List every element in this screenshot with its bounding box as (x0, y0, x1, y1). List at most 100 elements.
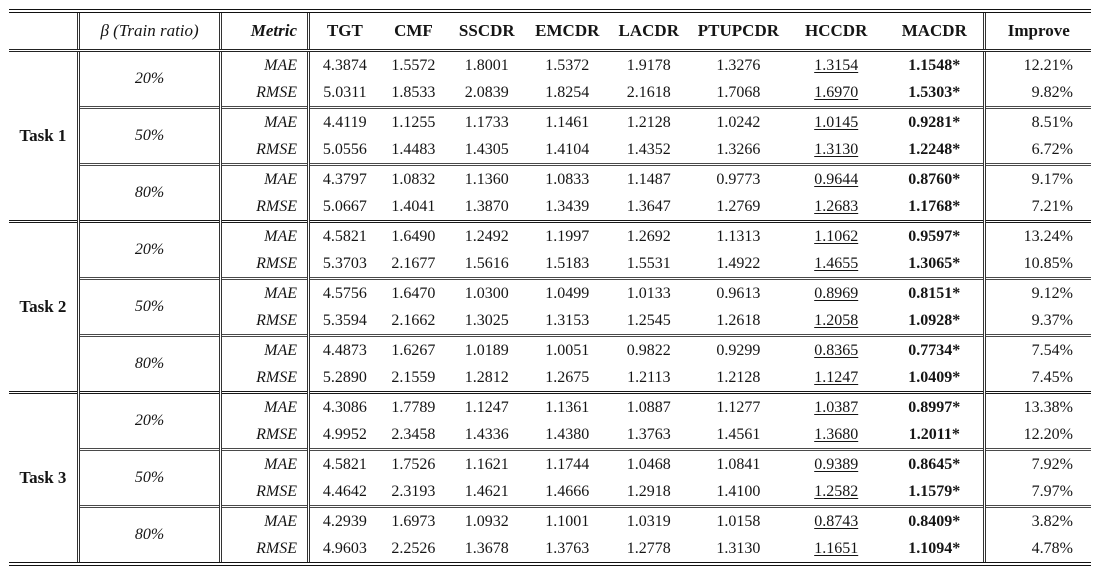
header-method-macdr: MACDR (885, 11, 985, 52)
value-cell-sscdr: 1.4305 (464, 140, 509, 158)
value-cell-cmf: 2.1662 (391, 311, 436, 329)
table-row: RMSE 5.0311 1.8533 2.0839 1.8254 2.1618 1.7068… (9, 79, 1091, 108)
value-cell-lacdr: 1.0468 (608, 448, 690, 478)
train-ratio-cell: 80% (76, 334, 221, 393)
value-cell-sscdr: 1.1621 (447, 448, 527, 478)
value-cell-ptupcdr: 1.2769 (716, 197, 761, 215)
value-cell-hccdr: 1.0145 (787, 106, 886, 136)
value-cell-cmf: 1.6470 (379, 277, 448, 307)
value-cell-cmf: 1.8533 (391, 83, 436, 101)
improve-cell: 9.82% (983, 79, 1091, 108)
value-cell-macdr: 0.8760* (885, 163, 985, 193)
metric-cell: MAE (219, 391, 309, 421)
value-cell-ptupcdr: 1.1277 (689, 391, 788, 421)
value-cell-ptupcdr: 1.3266 (716, 140, 761, 158)
task-cell: Task 3 (9, 391, 79, 564)
header-task (9, 11, 79, 52)
table-row: RMSE 5.0667 1.4041 1.3870 1.3439 1.3647 1.2769… (9, 193, 1091, 222)
value-cell-tgt: 4.9952 (306, 421, 380, 450)
value-cell-hccdr: 1.3154 (814, 56, 859, 74)
value-cell-ptupcdr: 1.4561 (716, 425, 761, 443)
value-cell-hccdr: 0.8365 (787, 334, 886, 364)
improve-cell: 12.20% (983, 421, 1091, 450)
value-cell-cmf: 2.3458 (391, 425, 436, 443)
train-ratio-cell: 20% (76, 220, 221, 279)
table-row: 50% MAE 4.4119 1.1255 1.1733 1.1461 1.2128 1.02… (9, 106, 1091, 165)
train-ratio-cell: 50% (76, 448, 221, 507)
value-cell-lacdr: 1.4352 (626, 140, 671, 158)
value-cell-sscdr: 1.1733 (447, 106, 527, 136)
value-cell-emcdr: 1.3439 (545, 197, 590, 215)
header-method-cmf: CMF (379, 11, 448, 52)
metric-cell: MAE (219, 448, 309, 478)
value-cell-macdr: 1.1579* (908, 482, 961, 500)
value-cell-lacdr: 2.1618 (626, 83, 671, 101)
value-cell-tgt: 4.3797 (306, 163, 380, 193)
table-body: Task 1 20% MAE 4.3874 1.5572 1.8001 1.5372 1.91… (9, 50, 1091, 564)
improve-cell: 7.21% (983, 193, 1091, 222)
value-cell-sscdr: 1.2812 (464, 368, 509, 386)
value-cell-hccdr: 1.0387 (787, 391, 886, 421)
improve-cell: 4.78% (983, 535, 1091, 564)
value-cell-ptupcdr: 1.3276 (716, 56, 761, 74)
metric-cell: MAE (219, 50, 309, 79)
value-cell-tgt: 5.0311 (306, 79, 380, 108)
value-cell-tgt: 5.3594 (306, 307, 380, 336)
value-cell-hccdr: 1.1247 (814, 368, 859, 386)
value-cell-cmf: 1.6267 (379, 334, 448, 364)
value-cell-hccdr: 0.8969 (787, 277, 886, 307)
value-cell-macdr: 1.3065* (908, 254, 961, 272)
value-cell-lacdr: 1.1487 (608, 163, 690, 193)
value-cell-lacdr: 0.9822 (608, 334, 690, 364)
header-method-lacdr: LACDR (608, 11, 690, 52)
value-cell-cmf: 2.2526 (391, 539, 436, 557)
header-row: β (Train ratio) Metric TGT CMF SSCDR EMC… (9, 11, 1091, 52)
task-cell: Task 1 (19, 126, 67, 145)
value-cell-sscdr: 1.3025 (464, 311, 509, 329)
table-row: 80% MAE 4.4873 1.6267 1.0189 1.0051 0.9822 0.92… (9, 334, 1091, 393)
value-cell-cmf: 2.3193 (391, 482, 436, 500)
value-cell-emcdr: 1.4666 (545, 482, 590, 500)
value-cell-tgt: 4.5756 (306, 277, 380, 307)
value-cell-lacdr: 1.3647 (626, 197, 671, 215)
value-cell-hccdr: 1.1651 (814, 539, 859, 557)
header-improve: Improve (983, 11, 1091, 52)
improve-cell: 3.82% (983, 505, 1091, 535)
header-method-sscdr: SSCDR (447, 11, 527, 52)
metric-cell: RMSE (219, 421, 309, 450)
train-ratio-cell: 20% (76, 50, 221, 108)
value-cell-emcdr: 1.1744 (526, 448, 609, 478)
metric-cell: RMSE (219, 478, 309, 507)
value-cell-hccdr: 1.2582 (814, 482, 859, 500)
table-row: RMSE 5.0556 1.4483 1.4305 1.4104 1.4352 1.3266… (9, 136, 1091, 165)
value-cell-lacdr: 1.2778 (626, 539, 671, 557)
value-cell-hccdr: 1.2683 (814, 197, 859, 215)
value-cell-ptupcdr: 1.0242 (689, 106, 788, 136)
value-cell-macdr: 1.1768* (908, 197, 961, 215)
table-row: RMSE 4.9952 2.3458 1.4336 1.4380 1.3763 1.4561… (9, 421, 1091, 450)
value-cell-tgt: 5.2890 (306, 364, 380, 393)
value-cell-lacdr: 1.2545 (626, 311, 671, 329)
value-cell-sscdr: 1.4621 (464, 482, 509, 500)
value-cell-cmf: 1.1255 (379, 106, 448, 136)
value-cell-cmf: 1.0832 (379, 163, 448, 193)
value-cell-hccdr: 1.4655 (814, 254, 859, 272)
task-cell: Task 2 (9, 220, 79, 393)
metric-cell: RMSE (219, 136, 309, 165)
improve-cell: 7.45% (983, 364, 1091, 393)
value-cell-tgt: 4.9603 (306, 535, 380, 564)
value-cell-emcdr: 1.8254 (545, 83, 590, 101)
metric-cell: RMSE (219, 307, 309, 336)
value-cell-hccdr: 1.3680 (814, 425, 859, 443)
value-cell-ptupcdr: 1.7068 (716, 83, 761, 101)
value-cell-ptupcdr: 0.9299 (689, 334, 788, 364)
metric-cell: RMSE (219, 193, 309, 222)
value-cell-ptupcdr: 0.9613 (689, 277, 788, 307)
value-cell-lacdr: 1.5531 (626, 254, 671, 272)
improve-cell: 9.37% (983, 307, 1091, 336)
value-cell-ptupcdr: 1.0158 (689, 505, 788, 535)
value-cell-ptupcdr: 1.0841 (689, 448, 788, 478)
value-cell-ptupcdr: 0.9773 (689, 163, 788, 193)
value-cell-lacdr: 1.3763 (626, 425, 671, 443)
value-cell-tgt: 5.0556 (306, 136, 380, 165)
